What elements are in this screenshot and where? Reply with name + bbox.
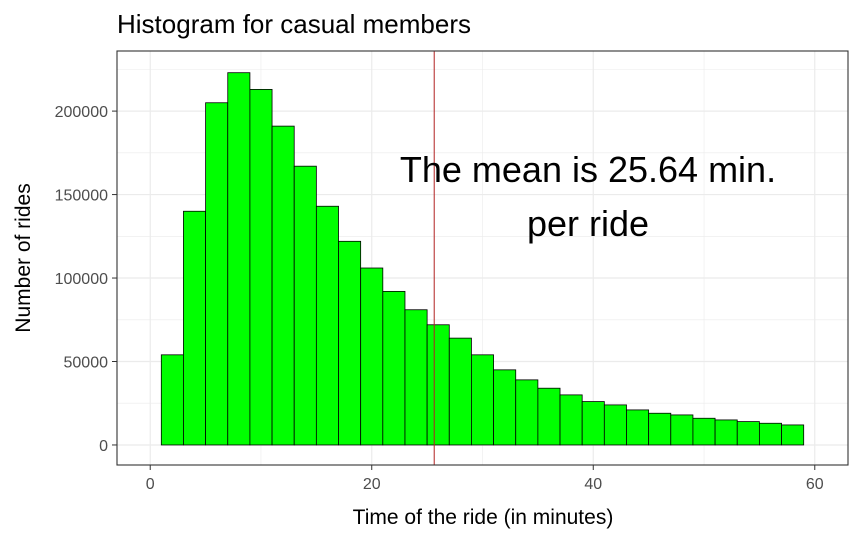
histogram-bar bbox=[404, 309, 428, 446]
x-tick-label: 20 bbox=[363, 476, 381, 493]
histogram-bar bbox=[448, 337, 472, 446]
histogram-bar bbox=[293, 165, 317, 446]
histogram-bar bbox=[426, 324, 450, 446]
histogram-bar bbox=[205, 102, 229, 446]
histogram-bar bbox=[670, 414, 694, 446]
histogram-bar bbox=[648, 412, 672, 446]
histogram-bar bbox=[338, 240, 362, 446]
y-axis-title: Number of rides bbox=[12, 183, 35, 332]
histogram-bar bbox=[692, 417, 716, 446]
histogram-bar bbox=[559, 394, 583, 446]
x-tick-label: 60 bbox=[806, 476, 824, 493]
histogram-bar bbox=[758, 422, 782, 446]
histogram-bar bbox=[493, 369, 517, 446]
histogram-bar bbox=[581, 401, 605, 446]
histogram-bar bbox=[515, 379, 539, 446]
histogram-bar bbox=[271, 125, 295, 446]
histogram-bar bbox=[227, 72, 251, 446]
histogram-bar bbox=[315, 205, 339, 446]
mean-annotation-line: per ride bbox=[527, 203, 649, 244]
y-tick-label: 100000 bbox=[55, 271, 108, 288]
x-tick-label: 40 bbox=[584, 476, 602, 493]
mean-annotation-line: The mean is 25.64 min. bbox=[400, 149, 776, 190]
histogram-bar bbox=[249, 88, 273, 446]
panel-border bbox=[116, 50, 849, 466]
x-axis-title: Time of the ride (in minutes) bbox=[353, 506, 614, 529]
histogram-bar bbox=[714, 419, 738, 446]
histogram-bar bbox=[736, 421, 760, 446]
x-axis-ticks: 0 20 40 60 bbox=[146, 465, 824, 493]
y-tick-label: 50000 bbox=[64, 355, 109, 372]
histogram-bar bbox=[160, 354, 184, 446]
y-tick-label: 200000 bbox=[55, 104, 108, 121]
x-tick-label: 0 bbox=[146, 476, 155, 493]
histogram-bar bbox=[626, 409, 650, 446]
histogram-bar bbox=[183, 210, 207, 446]
histogram-bar bbox=[471, 354, 494, 446]
histogram-bar bbox=[382, 290, 406, 446]
annotation-layer: The mean is 25.64 min. per ride bbox=[400, 149, 776, 244]
histogram-bar bbox=[603, 404, 627, 446]
histogram-bar bbox=[537, 387, 561, 446]
histogram-bars bbox=[160, 72, 805, 446]
y-tick-label: 0 bbox=[99, 438, 108, 455]
y-axis-ticks: 0 50000 100000 150000 200000 bbox=[55, 104, 117, 455]
y-tick-label: 150000 bbox=[55, 188, 108, 205]
histogram-bar bbox=[781, 424, 805, 446]
histogram-bar bbox=[360, 267, 384, 446]
chart-title: Histogram for casual members bbox=[117, 9, 471, 39]
